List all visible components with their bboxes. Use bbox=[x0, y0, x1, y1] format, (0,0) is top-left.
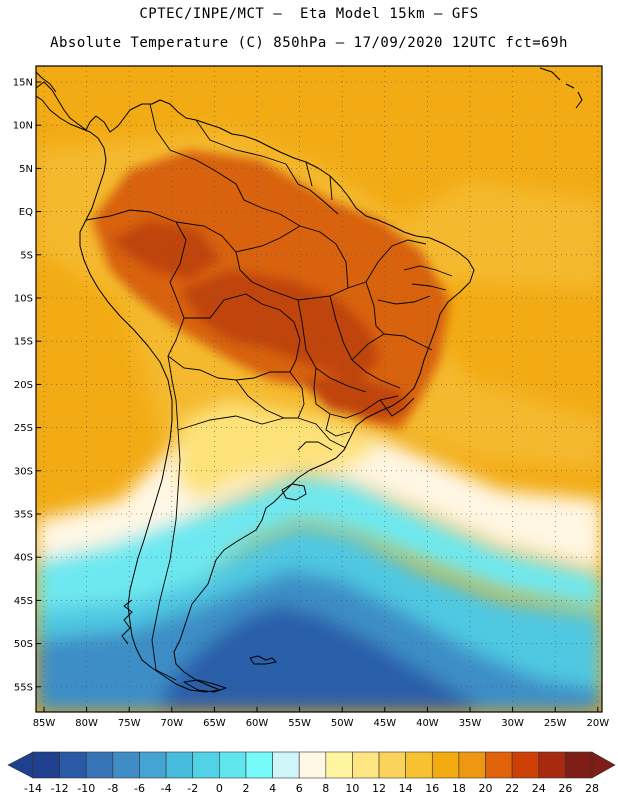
colorbar-box bbox=[85, 751, 114, 779]
colorbar-box bbox=[245, 751, 273, 779]
lat-label: 15S bbox=[14, 337, 33, 348]
coastline bbox=[36, 67, 583, 693]
colorbar-label: -6 bbox=[134, 782, 145, 795]
lat-label: 55S bbox=[14, 682, 33, 693]
colorbar-label: 14 bbox=[399, 782, 413, 795]
colorbar-box bbox=[458, 751, 486, 779]
lon-label: 65W bbox=[203, 718, 226, 729]
colorbar-box bbox=[272, 751, 300, 779]
colorbar-label: -12 bbox=[51, 782, 69, 795]
colorbar-box bbox=[139, 751, 167, 779]
lon-label: 30W bbox=[501, 718, 524, 729]
colorbar-box bbox=[219, 751, 247, 779]
colorbar-label: -14 bbox=[24, 782, 42, 795]
lon-label: 25W bbox=[544, 718, 567, 729]
colorbar-label: 18 bbox=[452, 782, 466, 795]
lat-label: 20S bbox=[14, 380, 33, 391]
colorbar-box bbox=[511, 751, 540, 779]
lat-label: 50S bbox=[14, 639, 33, 650]
lon-label: 85W bbox=[33, 718, 56, 729]
lon-label: 40W bbox=[416, 718, 439, 729]
lat-label: 25S bbox=[14, 423, 33, 434]
lon-label: 35W bbox=[459, 718, 482, 729]
lon-label: 75W bbox=[118, 718, 141, 729]
colorbar-label: 28 bbox=[585, 782, 599, 795]
colorbar-label: 10 bbox=[345, 782, 359, 795]
colorbar-label: -10 bbox=[77, 782, 95, 795]
map-title: CPTEC/INPE/MCT – Eta Model 15km – GFS bbox=[139, 6, 479, 22]
colorbar-label: 6 bbox=[296, 782, 303, 795]
colorbar-label: -2 bbox=[187, 782, 198, 795]
colorbar-box bbox=[538, 751, 566, 779]
colorbar-box bbox=[565, 751, 593, 779]
colorbar: -14 -12 -10 -8 -6 -4 -2 0 2 4 6 8 10 12 14 16 18 20 22 24 26… bbox=[7, 751, 616, 795]
lat-label: 45S bbox=[14, 596, 33, 607]
colorbar-box bbox=[192, 751, 220, 779]
longitude-axis: 85W 80W 75W 70W 65W 60W 55W 50W 45W 40W 35W 30W 25W 2… bbox=[33, 707, 609, 729]
map-subtitle: Absolute Temperature (C) 850hPa – 17/09/… bbox=[50, 35, 568, 51]
colorbar-label: 8 bbox=[322, 782, 329, 795]
colorbar-label: 4 bbox=[269, 782, 276, 795]
latitude-axis: 15N 10N 5N EQ 5S 10S 15S 20S 25S 30S 35S 40S 45S 50S 5… bbox=[13, 78, 41, 693]
lat-label: 15N bbox=[13, 78, 33, 89]
colorbar-box bbox=[352, 751, 380, 779]
colorbar-label: 16 bbox=[425, 782, 439, 795]
colorbar-label: 0 bbox=[216, 782, 223, 795]
colorbar-box bbox=[325, 751, 353, 779]
colorbar-label: 26 bbox=[558, 782, 572, 795]
lat-label: 5S bbox=[20, 250, 33, 261]
colorbar-arrow-low bbox=[7, 751, 34, 779]
lat-label: 5N bbox=[19, 164, 33, 175]
lon-label: 45W bbox=[373, 718, 396, 729]
lon-label: 70W bbox=[160, 718, 183, 729]
colorbar-label: 2 bbox=[242, 782, 249, 795]
colorbar-label: 22 bbox=[505, 782, 519, 795]
map-frame bbox=[35, 65, 603, 713]
lon-label: 80W bbox=[75, 718, 98, 729]
colorbar-box bbox=[165, 751, 194, 779]
lat-label: 10S bbox=[14, 294, 33, 305]
colorbar-box bbox=[32, 751, 60, 779]
colorbar-box bbox=[298, 751, 327, 779]
colorbar-box bbox=[59, 751, 87, 779]
lat-label: 10N bbox=[13, 121, 33, 132]
colorbar-label: -8 bbox=[107, 782, 118, 795]
colorbar-label: -4 bbox=[161, 782, 172, 795]
temperature-field bbox=[36, 66, 602, 712]
colorbar-box bbox=[405, 751, 433, 779]
colorbar-label: 12 bbox=[372, 782, 386, 795]
lat-label: 30S bbox=[14, 466, 33, 477]
colorbar-box bbox=[112, 751, 140, 779]
lat-label: 35S bbox=[14, 510, 33, 521]
colorbar-arrow-high bbox=[591, 751, 616, 779]
colorbar-label: 20 bbox=[479, 782, 493, 795]
colorbar-label: 24 bbox=[532, 782, 546, 795]
colorbar-box bbox=[431, 751, 460, 779]
lon-label: 50W bbox=[331, 718, 354, 729]
colorbar-box bbox=[485, 751, 513, 779]
lat-label: EQ bbox=[19, 207, 33, 218]
lon-label: 60W bbox=[246, 718, 269, 729]
lon-label: 55W bbox=[288, 718, 311, 729]
country-borders bbox=[85, 103, 453, 681]
lon-label: 20W bbox=[586, 718, 609, 729]
lat-label: 40S bbox=[14, 553, 33, 564]
colorbar-box bbox=[378, 751, 406, 779]
